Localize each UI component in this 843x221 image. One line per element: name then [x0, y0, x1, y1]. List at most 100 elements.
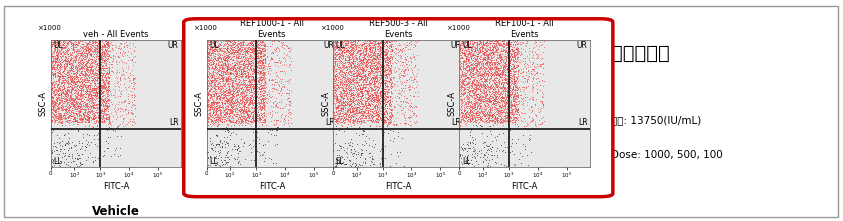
Point	[352, 44, 366, 47]
Point	[84, 65, 98, 68]
Point	[336, 119, 350, 123]
Point	[208, 57, 222, 60]
Point	[502, 74, 515, 77]
Point	[477, 52, 491, 56]
Point	[334, 123, 347, 127]
Point	[469, 45, 482, 49]
Point	[62, 100, 75, 104]
Point	[500, 93, 513, 96]
Point	[80, 116, 94, 119]
Point	[381, 87, 395, 91]
Point	[485, 106, 498, 110]
Point	[342, 99, 356, 103]
Point	[70, 95, 83, 98]
Point	[501, 160, 514, 163]
Point	[519, 41, 533, 45]
Point	[371, 47, 384, 50]
Text: UL: UL	[462, 41, 472, 50]
Point	[466, 123, 480, 127]
Point	[463, 72, 476, 75]
Point	[101, 52, 115, 55]
Point	[476, 83, 490, 87]
Point	[357, 85, 371, 89]
Point	[276, 85, 289, 89]
Point	[352, 88, 366, 91]
Point	[65, 42, 78, 46]
Point	[345, 109, 358, 113]
Point	[215, 141, 228, 145]
Point	[228, 156, 241, 160]
Point	[252, 95, 266, 99]
Point	[62, 121, 76, 125]
Point	[326, 148, 340, 152]
Point	[98, 89, 111, 92]
Point	[254, 50, 267, 54]
Point	[92, 42, 105, 45]
Point	[83, 96, 97, 100]
Point	[488, 119, 502, 123]
Point	[94, 91, 108, 95]
Point	[460, 39, 474, 43]
Point	[201, 68, 214, 71]
Point	[500, 102, 513, 105]
Point	[507, 103, 521, 107]
Point	[379, 67, 392, 70]
Point	[231, 47, 244, 50]
Point	[346, 110, 360, 113]
Point	[250, 79, 263, 82]
Point	[46, 115, 60, 118]
Point	[477, 113, 491, 117]
Point	[224, 103, 238, 107]
Point	[354, 76, 368, 80]
Point	[508, 55, 522, 59]
Point	[491, 43, 505, 47]
Point	[55, 48, 68, 51]
Point	[508, 81, 522, 85]
Point	[210, 133, 223, 137]
Point	[353, 42, 367, 46]
Point	[56, 42, 69, 46]
Point	[362, 83, 376, 86]
Point	[128, 38, 142, 42]
Point	[467, 119, 481, 123]
Point	[368, 82, 381, 86]
Point	[464, 85, 477, 88]
Point	[379, 50, 392, 54]
Point	[209, 115, 223, 118]
Point	[212, 163, 226, 166]
Point	[71, 78, 84, 81]
Point	[85, 70, 99, 74]
Point	[333, 158, 346, 161]
Point	[509, 117, 523, 120]
Point	[45, 82, 58, 85]
Point	[379, 87, 393, 91]
Point	[475, 84, 488, 88]
Point	[221, 39, 234, 42]
Point	[46, 106, 60, 110]
Point	[128, 104, 142, 107]
Point	[469, 64, 482, 67]
Point	[471, 92, 485, 96]
Point	[490, 95, 503, 98]
Point	[253, 112, 266, 115]
Point	[470, 124, 484, 128]
Point	[251, 79, 265, 83]
Point	[227, 58, 240, 61]
Point	[363, 96, 377, 100]
Point	[220, 65, 234, 69]
Point	[465, 71, 479, 75]
Point	[78, 82, 91, 86]
Point	[98, 100, 111, 103]
Point	[267, 40, 281, 43]
Point	[70, 97, 83, 101]
Point	[225, 47, 239, 51]
Point	[363, 45, 377, 48]
Point	[61, 42, 74, 45]
Point	[217, 79, 230, 82]
Point	[51, 106, 64, 109]
Point	[86, 95, 99, 99]
Point	[53, 72, 67, 76]
Point	[485, 118, 498, 122]
Point	[72, 84, 86, 87]
Point	[207, 78, 221, 82]
